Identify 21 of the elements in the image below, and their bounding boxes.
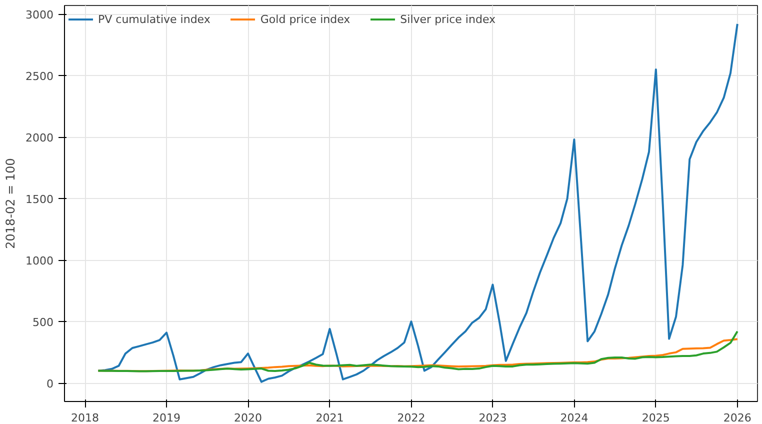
x-tick-label: 2019 (152, 412, 181, 424)
x-tick-label: 2024 (560, 412, 588, 424)
x-tick-label: 2023 (478, 412, 507, 424)
x-tick-label: 2026 (723, 412, 752, 424)
legend-label: Silver price index (400, 12, 496, 26)
y-tick-label: 500 (32, 316, 54, 330)
y-axis-title: 2018-02 = 100 (4, 158, 18, 249)
legend-label: Gold price index (260, 12, 350, 26)
x-tick-label: 2025 (642, 412, 670, 424)
y-tick-label: 3000 (26, 8, 54, 22)
legend-label: PV cumulative index (98, 12, 210, 26)
y-tick-label: 0 (46, 378, 54, 391)
x-tick-label: 2018 (71, 412, 100, 424)
y-tick-label: 2500 (26, 70, 54, 84)
y-tick-label: 1500 (26, 193, 54, 206)
y-tick-label: 1000 (26, 254, 54, 268)
y-tick-label: 2000 (26, 132, 54, 145)
x-tick-label: 2020 (234, 412, 262, 424)
x-tick-label: 2021 (316, 412, 344, 424)
x-tick-label: 2022 (397, 412, 426, 424)
line-series (97, 330, 738, 372)
